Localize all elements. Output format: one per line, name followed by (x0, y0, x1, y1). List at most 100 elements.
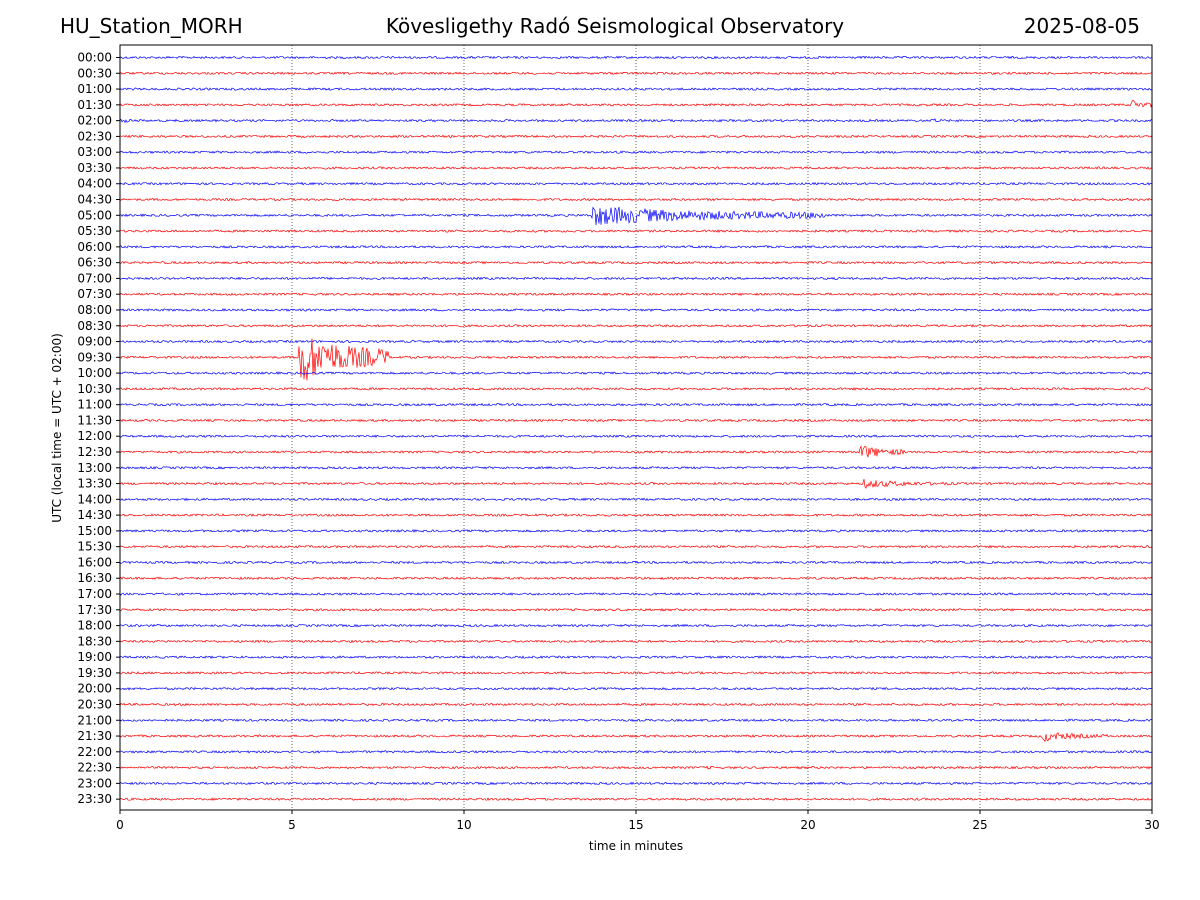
trace-12:30 (119, 444, 1153, 458)
trace-00:30 (119, 71, 1152, 76)
y-tick-label-10:00: 10:00 (77, 366, 112, 380)
x-tick-label-15: 15 (628, 818, 643, 832)
y-tick-label-18:30: 18:30 (77, 634, 112, 648)
y-tick-label-04:30: 04:30 (77, 193, 112, 207)
station-name: HU_Station_MORH (60, 14, 243, 38)
trace-03:30 (119, 166, 1153, 170)
y-tick-label-21:30: 21:30 (77, 729, 112, 743)
x-tick-label-5: 5 (288, 818, 296, 832)
y-tick-label-22:30: 22:30 (77, 761, 112, 775)
trace-15:00 (119, 529, 1153, 533)
y-tick-label-06:00: 06:00 (77, 240, 112, 254)
trace-05:30 (119, 229, 1153, 234)
y-tick-label-23:30: 23:30 (77, 792, 112, 806)
y-tick-label-05:00: 05:00 (77, 208, 112, 222)
y-tick-label-00:00: 00:00 (77, 51, 112, 65)
y-tick-label-03:30: 03:30 (77, 161, 112, 175)
trace-19:30 (119, 670, 1153, 675)
trace-09:00 (119, 339, 1153, 344)
y-tick-label-02:00: 02:00 (77, 114, 112, 128)
y-tick-label-17:30: 17:30 (77, 603, 112, 617)
y-tick-label-05:30: 05:30 (77, 224, 112, 238)
y-tick-label-11:00: 11:00 (77, 398, 112, 412)
y-axis-label: UTC (local time = UTC + 02:00) (50, 333, 64, 523)
trace-05:00 (119, 206, 1153, 226)
trace-13:00 (119, 465, 1152, 470)
trace-11:00 (119, 402, 1153, 407)
x-tick-label-30: 30 (1144, 818, 1159, 832)
trace-10:30 (119, 386, 1153, 391)
y-tick-label-16:00: 16:00 (77, 555, 112, 569)
trace-08:30 (119, 323, 1153, 328)
y-tick-label-08:00: 08:00 (77, 303, 112, 317)
trace-04:00 (119, 181, 1153, 186)
trace-21:30 (119, 732, 1153, 743)
y-tick-label-04:00: 04:00 (77, 177, 112, 191)
y-tick-label-19:00: 19:00 (77, 650, 112, 664)
trace-23:00 (119, 781, 1153, 786)
trace-07:30 (119, 292, 1153, 297)
trace-18:00 (119, 623, 1153, 628)
trace-17:00 (119, 592, 1153, 596)
trace-11:30 (119, 418, 1153, 423)
trace-17:30 (120, 607, 1153, 612)
y-tick-label-10:30: 10:30 (77, 382, 112, 396)
trace-07:00 (119, 276, 1153, 281)
trace-02:30 (119, 134, 1153, 139)
x-tick-label-0: 0 (116, 818, 124, 832)
y-tick-label-07:00: 07:00 (77, 271, 112, 285)
trace-03:00 (119, 150, 1153, 155)
trace-06:00 (119, 245, 1153, 249)
trace-04:30 (119, 197, 1153, 202)
chart-date: 2025-08-05 (1023, 14, 1140, 38)
x-tick-label-25: 25 (972, 818, 987, 832)
trace-13:30 (119, 479, 1153, 489)
trace-12:00 (119, 434, 1153, 439)
y-tick-label-03:00: 03:00 (77, 145, 112, 159)
y-tick-label-02:30: 02:30 (77, 129, 112, 143)
trace-16:30 (119, 576, 1153, 581)
trace-14:00 (119, 497, 1153, 502)
x-axis-label: time in minutes (589, 839, 683, 853)
y-tick-label-16:30: 16:30 (77, 571, 112, 585)
trace-16:00 (119, 560, 1153, 565)
chart-title: Kövesligethy Radó Seismological Observat… (385, 14, 845, 38)
trace-23:30 (119, 797, 1153, 801)
y-tick-label-13:00: 13:00 (77, 461, 112, 475)
y-tick-label-09:00: 09:00 (77, 335, 112, 349)
trace-19:00 (119, 655, 1153, 659)
trace-01:30 (119, 99, 1153, 108)
y-tick-label-09:30: 09:30 (77, 350, 112, 364)
grid-lines (291, 45, 981, 810)
trace-02:00 (119, 118, 1153, 124)
y-tick-label-23:00: 23:00 (77, 776, 112, 790)
y-tick-label-08:30: 08:30 (77, 319, 112, 333)
y-tick-label-15:30: 15:30 (77, 540, 112, 554)
y-tick-label-19:30: 19:30 (77, 666, 112, 680)
y-tick-label-11:30: 11:30 (77, 413, 112, 427)
y-tick-label-18:00: 18:00 (77, 619, 112, 633)
x-tick-label-10: 10 (456, 818, 471, 832)
y-tick-label-20:30: 20:30 (77, 697, 112, 711)
y-tick-label-01:30: 01:30 (77, 98, 112, 112)
trace-21:00 (119, 718, 1153, 723)
y-tick-label-20:00: 20:00 (77, 682, 112, 696)
y-tick-label-12:00: 12:00 (77, 429, 112, 443)
y-tick-label-15:00: 15:00 (77, 524, 112, 538)
x-tick-label-20: 20 (800, 818, 815, 832)
y-tick-label-00:30: 00:30 (77, 66, 112, 80)
y-tick-label-22:00: 22:00 (77, 745, 112, 759)
y-tick-label-14:30: 14:30 (77, 508, 112, 522)
trace-18:30 (119, 639, 1153, 644)
trace-10:00 (119, 371, 1153, 376)
trace-00:00 (119, 55, 1153, 60)
trace-20:00 (119, 686, 1153, 691)
y-tick-label-01:00: 01:00 (77, 82, 112, 96)
trace-01:00 (119, 87, 1153, 91)
y-tick-label-07:30: 07:30 (77, 287, 112, 301)
trace-14:30 (119, 513, 1153, 517)
trace-09:30 (119, 338, 1153, 381)
trace-22:30 (119, 765, 1153, 770)
